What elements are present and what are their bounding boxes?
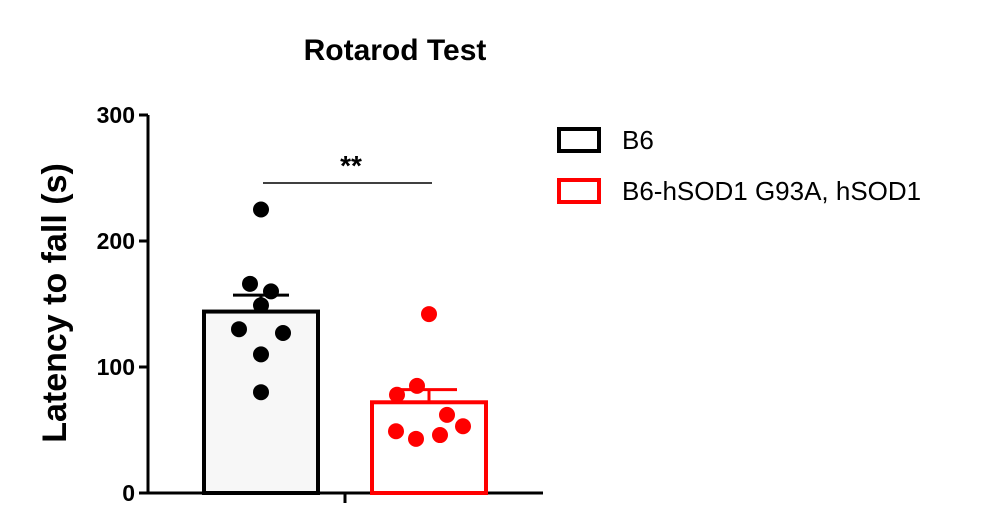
data-point — [253, 201, 269, 218]
data-point — [409, 377, 425, 394]
data-point — [253, 346, 269, 363]
data-point — [421, 306, 437, 323]
y-tick-label: 100 — [97, 354, 135, 380]
data-point — [408, 430, 424, 447]
y-axis: 0 100 200 300 — [97, 102, 150, 506]
data-point — [439, 406, 455, 423]
data-point — [389, 386, 405, 403]
significance-label: ** — [340, 150, 362, 181]
legend-label-1: B6 — [622, 125, 654, 155]
data-point — [432, 427, 448, 444]
bars — [202, 293, 488, 495]
data-point — [242, 275, 258, 292]
y-axis-label: Latency to fall (s) — [36, 163, 74, 443]
y-tick-label: 0 — [122, 480, 135, 506]
data-point — [231, 321, 247, 338]
bar-2 — [370, 400, 488, 495]
data-point — [275, 324, 291, 341]
legend-label-2: B6-hSOD1 G93A, hSOD1 — [622, 176, 921, 206]
data-point — [253, 384, 269, 401]
legend: B6 B6-hSOD1 G93A, hSOD1 — [557, 125, 921, 206]
legend-swatch-2 — [557, 178, 601, 204]
y-tick-label: 300 — [97, 102, 135, 128]
bar-1 — [202, 309, 320, 495]
y-tick-label: 200 — [97, 228, 135, 254]
data-point — [455, 418, 471, 435]
legend-swatch-1 — [557, 127, 601, 153]
data-points — [231, 201, 471, 447]
significance-bracket: ** — [263, 150, 432, 184]
data-point — [263, 283, 279, 300]
data-point — [253, 297, 269, 314]
chart-title: Rotarod Test — [304, 34, 487, 67]
data-point — [388, 423, 404, 440]
